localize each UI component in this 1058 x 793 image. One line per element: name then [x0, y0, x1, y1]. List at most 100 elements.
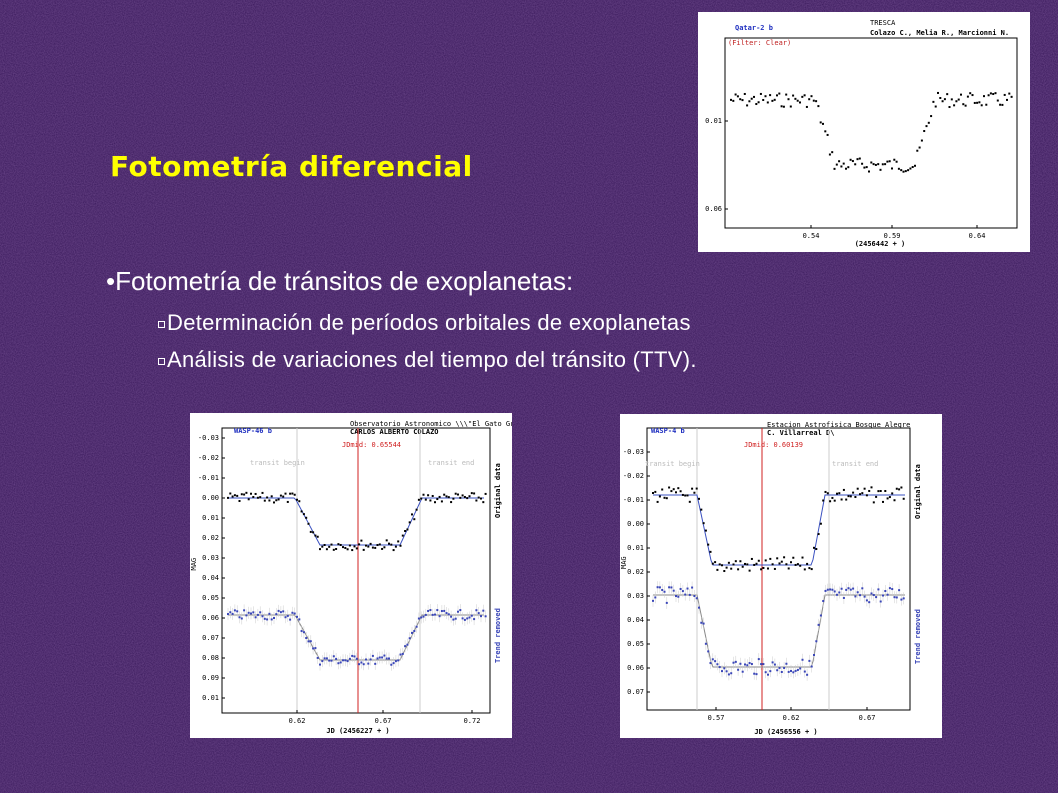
data-point: [760, 663, 763, 666]
data-point: [700, 621, 703, 624]
data-point: [725, 566, 728, 569]
x-tick-label: 0.62: [783, 714, 800, 722]
data-point: [424, 613, 427, 616]
data-point: [399, 544, 402, 547]
data-point: [422, 493, 425, 496]
data-point: [884, 163, 887, 166]
data-point: [371, 654, 374, 657]
transit-begin: transit begin: [645, 460, 700, 468]
data-point: [231, 612, 234, 615]
data-point: [440, 610, 443, 613]
y-tick-label: 0.07: [202, 634, 219, 642]
data-point: [721, 564, 723, 567]
data-point: [394, 660, 397, 663]
data-point: [463, 618, 466, 621]
data-point: [284, 492, 287, 495]
data-point: [838, 160, 841, 163]
data-point: [406, 643, 409, 646]
data-point: [704, 529, 707, 532]
data-point: [845, 588, 848, 591]
data-point: [321, 545, 324, 548]
data-point: [773, 663, 776, 666]
data-point: [358, 543, 361, 546]
data-point: [815, 548, 818, 551]
data-point: [773, 98, 776, 101]
data-point: [911, 166, 914, 169]
data-point: [780, 670, 783, 673]
data-point: [470, 492, 473, 495]
data-point: [773, 567, 776, 570]
data-point: [684, 494, 687, 497]
data-point: [750, 663, 753, 666]
plot-frame: [724, 37, 1018, 229]
data-point: [440, 500, 443, 503]
data-point: [371, 546, 374, 549]
data-point: [900, 169, 903, 172]
data-point: [376, 544, 379, 547]
data-point: [305, 637, 308, 640]
data-point: [268, 612, 271, 615]
data-point: [776, 669, 779, 672]
data-point: [688, 500, 691, 503]
data-point: [369, 542, 372, 545]
figure-title: Qatar-2 b: [735, 24, 773, 32]
data-point: [275, 499, 278, 502]
data-point: [819, 522, 822, 525]
data-point: [824, 490, 827, 493]
data-point: [994, 92, 997, 95]
data-point: [780, 560, 783, 563]
data-point: [930, 115, 933, 118]
data-point: [424, 498, 427, 501]
data-point: [291, 611, 294, 614]
data-point: [658, 586, 661, 589]
data-point: [254, 492, 257, 495]
data-point: [989, 92, 992, 95]
y-tick-label: 0.05: [202, 594, 219, 602]
data-point: [810, 568, 813, 571]
data-point: [431, 613, 434, 616]
data-point: [716, 663, 719, 666]
data-point: [328, 545, 331, 548]
data-point: [397, 659, 400, 662]
data-point: [282, 495, 285, 498]
data-point: [895, 596, 898, 599]
data-point: [865, 166, 868, 169]
data-point: [461, 617, 464, 620]
data-point: [757, 559, 760, 562]
data-point: [367, 545, 370, 548]
data-point: [734, 560, 737, 563]
data-point: [932, 100, 935, 103]
data-point: [314, 647, 317, 650]
data-point: [902, 597, 905, 600]
data-point: [808, 98, 811, 101]
data-point: [941, 100, 944, 103]
y-tick-label: -0.01: [623, 496, 644, 504]
observer: CARLOS ALBERTO COLAZO: [350, 428, 439, 436]
data-point: [307, 640, 310, 643]
data-point: [882, 500, 884, 503]
data-point: [762, 566, 765, 569]
data-point: [480, 497, 482, 500]
data-point: [484, 615, 487, 618]
data-point: [902, 497, 905, 500]
data-point: [884, 590, 887, 593]
data-point: [277, 609, 280, 612]
data-point: [799, 564, 802, 567]
data-point: [323, 657, 326, 660]
y-tick-label: -0.02: [198, 454, 219, 462]
data-point: [447, 613, 450, 616]
data-point: [875, 596, 878, 599]
data-point: [353, 545, 356, 548]
data-point: [849, 588, 852, 591]
data-point: [254, 616, 257, 619]
data-point: [831, 151, 834, 154]
data-point: [401, 652, 404, 655]
figure-background: [190, 413, 512, 738]
data-point: [764, 671, 767, 674]
data-point: [417, 617, 420, 620]
data-point: [335, 547, 338, 550]
data-point: [790, 669, 792, 672]
lower-label: Trend removed: [914, 609, 922, 664]
data-point: [783, 556, 786, 559]
data-point: [870, 161, 873, 164]
